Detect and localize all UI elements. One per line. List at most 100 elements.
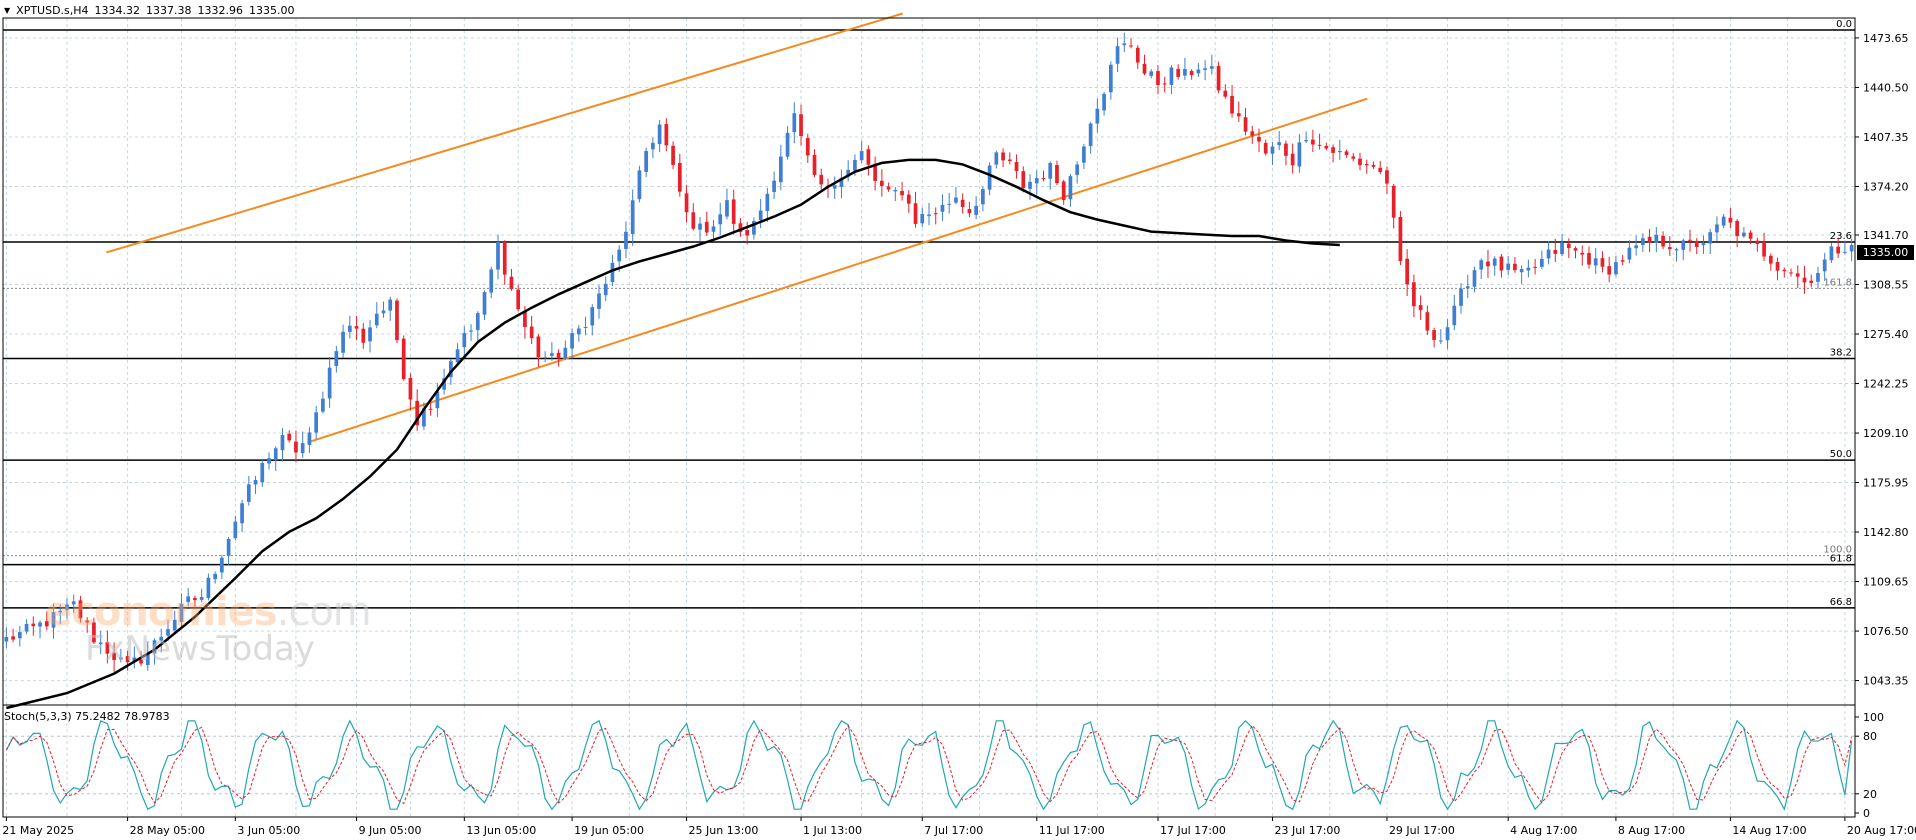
candle-body [428,408,433,410]
time-tick-label: 3 Jun 05:00 [237,824,300,837]
price-tick-label: 1308.55 [1863,279,1909,292]
candle-body [1385,170,1389,184]
candle-body [1775,262,1780,271]
candle-body [1742,232,1746,237]
candle-body [475,313,480,331]
candle-body [1701,243,1706,246]
time-tick-label: 21 May 2025 [2,824,74,837]
candle-body [273,448,278,461]
candle-body [711,226,716,232]
candle-body [1593,258,1598,266]
candle-body [839,177,844,187]
candle-body [1001,152,1005,161]
time-tick-label: 7 Jul 17:00 [924,824,983,837]
price-tick-label: 1341.70 [1863,229,1909,242]
stochastic-header: Stoch(5,3,3) 75.2482 78.9783 [4,710,170,723]
candle-body [1102,93,1106,111]
candle-body [684,193,689,213]
candle-body [677,162,682,192]
candle-body [1681,240,1686,250]
candle-body [92,622,96,643]
candle-body [462,333,467,348]
candle-body [1028,181,1032,189]
candle-body [374,313,379,326]
candle-body [1553,249,1558,254]
candle-body [1587,253,1591,265]
candle-body [1667,247,1672,250]
candle-body [1755,240,1760,245]
candle-body [1425,312,1430,331]
time-tick-label: 17 Jul 17:00 [1160,824,1226,837]
candle-body [334,351,339,366]
channel-line [308,97,1368,444]
candle-body [1122,43,1127,46]
candle-body [529,326,534,339]
candle-body [1600,258,1605,267]
candle-body [758,210,763,221]
candle-body [704,221,709,233]
price-tick-label: 1407.35 [1863,131,1909,144]
candle-body [327,367,332,399]
candle-body [637,170,642,200]
candle-body [1694,240,1699,247]
candle-body [657,124,662,145]
candle-body [469,330,473,332]
candle-body [597,293,601,309]
candle-body [1162,83,1167,85]
candle-body [1573,248,1578,251]
candle-body [496,242,500,270]
candle-body [550,353,554,356]
time-tick-label: 11 Jul 17:00 [1039,824,1105,837]
candle-body [664,124,669,146]
price-tick-label: 1109.65 [1863,576,1909,589]
candle-body [1257,136,1261,142]
candle-body [1398,216,1403,261]
stoch-k-line [5,719,1853,811]
candle-body [58,610,63,613]
stoch-tick-label: 0 [1863,807,1870,820]
candle-body [347,325,352,332]
candle-body [240,503,244,524]
candle-body [246,484,251,502]
candle-body [981,189,985,205]
main-grid [3,18,1855,705]
fib-label: 50.0 [1830,449,1852,460]
candle-body [785,132,790,157]
candle-body [1297,142,1302,167]
price-tick-label: 1043.35 [1863,675,1909,688]
stoch-tick-label: 80 [1863,730,1877,743]
candle-body [1432,330,1436,340]
candle-body [199,597,204,600]
candle-body [1782,269,1787,272]
candle-body [1095,108,1100,124]
candle-body [361,328,366,343]
candle-body [98,642,103,645]
candle-body [354,326,359,329]
candle-body [139,659,143,664]
candle-body [1007,159,1012,161]
candle-body [1034,178,1039,184]
candle-body [1405,258,1410,285]
candle-body [731,199,736,224]
candle-body [415,400,420,426]
candle-body [226,538,231,556]
time-axis: 21 May 2025 28 May 05:00 3 Jun 05:00 9 Jun … [2,817,1916,837]
candle-body [906,194,911,204]
dropdown-arrow-icon[interactable]: ▼ [4,6,11,15]
candle-body [725,200,729,217]
candle-body [395,300,399,341]
fib-label: 38.2 [1830,348,1852,359]
candle-body [1492,258,1497,266]
fib-label: 0.0 [1836,19,1852,30]
stochastic-title: Stoch(5,3,3) 75.2482 78.9783 [4,710,170,723]
candle-body [1196,69,1201,74]
candle-body [388,299,393,311]
candle-body [1506,263,1511,270]
chart-header: ▼ XPTUSD.s,H4 1334.32 1337.38 1332.96 13… [4,4,295,17]
stoch-pane-border [2,704,1856,818]
candle-body [145,653,150,666]
candle-body [448,361,453,378]
candle-body [44,621,49,627]
